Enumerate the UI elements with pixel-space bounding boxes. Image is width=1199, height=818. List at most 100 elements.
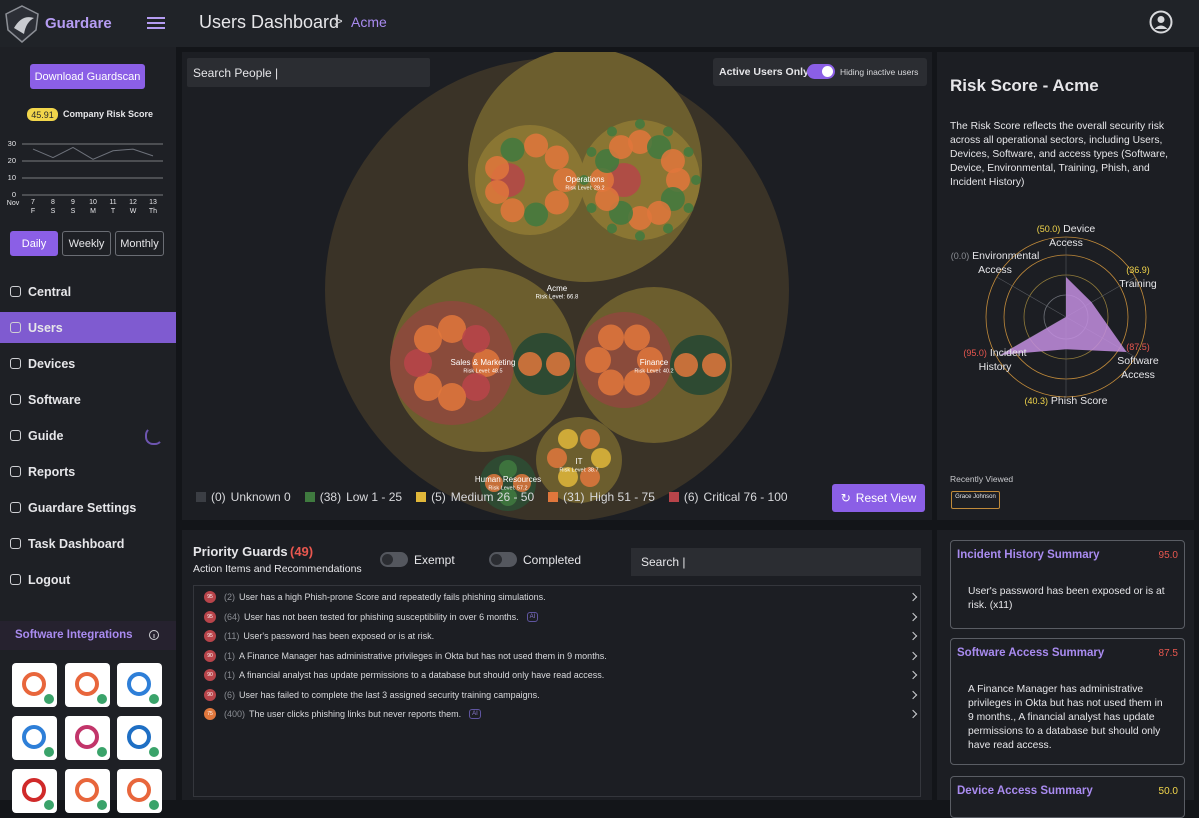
toggle-status: Hiding inactive users	[840, 67, 919, 77]
profile-icon[interactable]	[1149, 10, 1173, 34]
user-bubble	[518, 352, 542, 376]
item-text: User has a high Phish-prone Score and re…	[239, 592, 546, 602]
user-bubble	[637, 347, 663, 373]
user-bubble	[590, 168, 614, 192]
priority-row[interactable]: 90 (1) A Finance Manager has administrativ…	[204, 648, 918, 664]
user-bubble	[663, 126, 673, 137]
integration-icon[interactable]	[117, 769, 162, 813]
nav-item[interactable]: Users	[0, 312, 176, 343]
risk-title: Risk Score - Acme	[950, 76, 1099, 95]
radar-axis-label: (50.0) Device Access	[1021, 222, 1111, 250]
integration-icon[interactable]	[65, 716, 110, 760]
user-bubble	[580, 467, 600, 488]
legend-swatch	[668, 492, 679, 502]
nav-item[interactable]: Devices	[0, 348, 176, 379]
priority-row[interactable]: 95 (2) User has a high Phish-prone Score a…	[204, 589, 918, 605]
item-text: User has failed to complete the last 3 a…	[239, 689, 540, 700]
risk-score-label: Company Risk Score	[63, 109, 154, 119]
legend-label: Medium 26 - 50	[450, 490, 535, 504]
nav-item[interactable]: Software	[0, 384, 176, 415]
priority-row[interactable]: 90 (6) User has failed to complete the las…	[204, 687, 918, 703]
reset-button[interactable]: ↻ Reset View	[832, 484, 925, 512]
user-bubble	[635, 119, 645, 129]
nav-item[interactable]: Guide	[0, 420, 176, 451]
integration-check	[44, 694, 54, 704]
download-button[interactable]: Download Guardscan	[30, 64, 145, 89]
period-button[interactable]: Monthly	[115, 231, 164, 256]
user-bubble	[628, 206, 652, 230]
priority-row[interactable]: 75 (400) The user clicks phishing links bu…	[204, 706, 918, 722]
user-bubble	[462, 373, 491, 402]
user-bubble	[485, 179, 510, 204]
logo	[5, 5, 39, 43]
recent-user-chip[interactable]: Grace Johnson	[951, 491, 1000, 509]
integration-icon[interactable]	[117, 663, 162, 707]
x-tick-weekday: W	[130, 208, 137, 215]
info-icon[interactable]	[148, 629, 160, 641]
integration-icon[interactable]	[12, 769, 57, 813]
legend-count: (0)	[211, 490, 226, 504]
legend-count: (31)	[563, 490, 585, 504]
nav-item[interactable]: Reports	[0, 456, 176, 487]
period-button[interactable]: Daily	[10, 231, 58, 256]
user-bubble	[624, 324, 650, 351]
priority-row[interactable]: 95 (11) User's password has been exposed o…	[204, 628, 918, 644]
legend-swatch	[548, 492, 559, 502]
integration-logo	[127, 672, 151, 696]
integrations-title: Software Integrations	[15, 629, 133, 641]
nav-icon	[10, 574, 21, 585]
priority-row[interactable]: 90 (1) A financial analyst has update perm…	[204, 667, 918, 683]
legend-item[interactable]: (5) Medium 26 - 50	[416, 490, 534, 504]
nav-item[interactable]: Guardare Settings	[0, 492, 176, 523]
nav-icon	[10, 538, 21, 549]
active-toggle[interactable]	[807, 64, 835, 79]
nav-icon	[10, 358, 21, 369]
integration-logo	[127, 778, 151, 802]
top-bar	[0, 0, 1199, 47]
breadcrumb-org[interactable]: Acme	[351, 14, 387, 30]
item-count: (11)	[224, 631, 240, 641]
group-bubble	[480, 455, 536, 511]
user-bubble	[647, 200, 671, 225]
integration-icon[interactable]	[65, 769, 110, 813]
summary-score: 95.0	[1158, 550, 1178, 561]
integration-check	[97, 747, 107, 757]
user-bubble	[628, 130, 652, 154]
nav-item[interactable]: Central	[0, 276, 176, 307]
summary-title: Incident History Summary	[957, 549, 1100, 561]
priority-row[interactable]: 95 (64) User has not been tested for phish…	[204, 609, 918, 625]
user-bubble	[683, 203, 694, 213]
legend-swatch	[196, 492, 206, 502]
chevron	[908, 651, 918, 660]
legend-count: (6)	[683, 490, 699, 504]
nav-item[interactable]: Task Dashboard	[0, 528, 176, 559]
legend-item[interactable]: (31) High 51 - 75	[548, 490, 655, 504]
legend-label: Low 1 - 25	[346, 490, 403, 504]
risk-badge: 95	[204, 610, 216, 623]
completed-toggle[interactable]	[489, 552, 517, 567]
x-tick-weekday: Th	[149, 208, 157, 215]
menu-button[interactable]	[146, 15, 166, 31]
x-tick-label: 11	[109, 199, 116, 206]
people-search[interactable]: Search People |	[187, 58, 430, 87]
integration-icon[interactable]	[117, 716, 162, 760]
legend-item[interactable]: (0) Unknown 0	[196, 490, 291, 504]
priority-search[interactable]: Search |	[631, 548, 921, 576]
bubble-label: Risk Level: 38.7	[559, 467, 598, 473]
legend-item[interactable]: (6) Critical 76 - 100	[668, 490, 788, 504]
nav-item[interactable]: Logout	[0, 564, 176, 595]
nav-label: Guardare Settings	[28, 500, 137, 515]
y-tick-label: 10	[8, 173, 16, 182]
legend-count: (5)	[431, 490, 446, 504]
legend-swatch	[416, 492, 427, 502]
integration-icon[interactable]	[12, 663, 57, 707]
integration-icon[interactable]	[12, 716, 57, 760]
integration-check	[97, 694, 107, 704]
legend-item[interactable]: (38) Low 1 - 25	[304, 490, 403, 504]
item-text: User's password has been exposed or is a…	[243, 631, 435, 641]
active-toggle-label: Active Users Only	[719, 66, 809, 78]
integration-icon[interactable]	[65, 663, 110, 707]
exempt-toggle[interactable]	[380, 552, 408, 567]
period-button[interactable]: Weekly	[62, 231, 111, 256]
